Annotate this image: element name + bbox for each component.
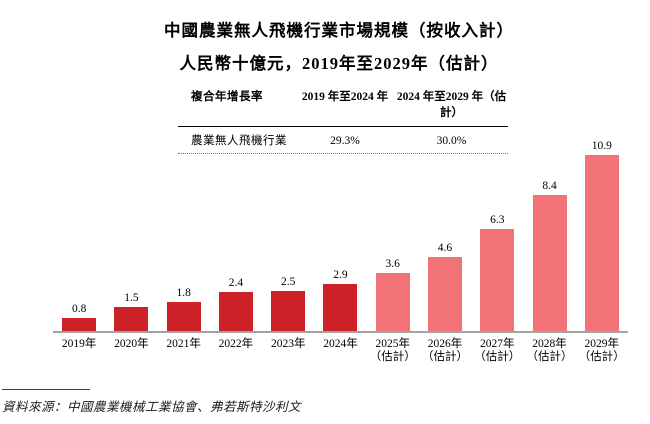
chart-title: 中國農業無人飛機行業市場規模（按收入計）	[164, 21, 514, 40]
x-axis-label: 2023年	[262, 338, 314, 364]
cagr-value-period-2: 30.0%	[436, 135, 467, 147]
bar	[62, 318, 97, 331]
cagr-table-header-row: 複合年增長率 2019 年至2024 年 2024 年至2029 年（估計）	[178, 88, 508, 127]
x-axis-label: 2025年 （估計）	[367, 338, 419, 364]
bar	[114, 307, 149, 331]
bar-value-label: 10.9	[591, 140, 612, 152]
cagr-table: 複合年增長率 2019 年至2024 年 2024 年至2029 年（估計） 農…	[178, 88, 508, 154]
x-axis-label-year: 2029年	[584, 338, 620, 350]
bar-value-label: 2.5	[281, 276, 296, 288]
cagr-row-label: 農業無人飛機行業	[191, 135, 287, 147]
bar	[427, 257, 462, 331]
bar	[480, 229, 515, 331]
x-axis-labels: 2019年 2020年 2021年 2022年 2023年 2024年 2025年 （估計） 2…	[53, 338, 628, 364]
bar-group-2027年: 6.3	[471, 214, 523, 331]
x-axis-label: 2026年 （估計）	[419, 338, 471, 364]
bar-value-label: 1.5	[124, 292, 139, 304]
x-axis-label-year: 2026年	[427, 338, 463, 350]
x-axis-label: 2021年	[158, 338, 210, 364]
x-axis-label: 2019年	[53, 338, 105, 364]
bar	[532, 195, 567, 331]
bar	[375, 273, 410, 331]
bar	[166, 302, 201, 331]
bar	[218, 292, 253, 331]
x-axis-label-year: 2023年	[270, 338, 306, 350]
x-axis-label-estimate-note: （估計）	[421, 351, 468, 363]
bar-group-2022年: 2.4	[210, 277, 262, 331]
source-divider	[2, 389, 90, 390]
bar-value-label: 2.9	[333, 269, 348, 281]
bar-value-label: 8.4	[542, 180, 557, 192]
x-axis-label-estimate-note: （估計）	[474, 351, 521, 363]
bar-group-2020年: 1.5	[105, 292, 157, 331]
x-axis-label-estimate-note: （估計）	[369, 351, 416, 363]
bar-group-2021年: 1.8	[158, 287, 210, 331]
x-axis-label-year: 2019年	[61, 338, 97, 350]
x-axis-label: 2029年 （估計）	[576, 338, 628, 364]
x-axis-label-year: 2021年	[166, 338, 201, 350]
x-axis-label-year: 2027年	[480, 338, 515, 350]
bar-value-label: 4.6	[437, 242, 453, 254]
x-axis-label-year: 2025年	[375, 338, 410, 350]
bar-group-2029年: 10.9	[576, 140, 628, 331]
bar-group-2023年: 2.5	[262, 276, 314, 331]
bar	[584, 155, 619, 331]
x-axis-label: 2024年	[314, 338, 366, 364]
bar-value-label: 2.4	[228, 277, 244, 289]
x-axis-label-year: 2028年	[532, 338, 567, 350]
bar-value-label: 1.8	[176, 287, 191, 299]
x-axis-label-year: 2024年	[323, 338, 358, 350]
x-axis-line	[53, 331, 628, 333]
cagr-header-period-2: 2024 年至2029 年（估計）	[396, 91, 507, 119]
bar	[323, 284, 358, 331]
cagr-value-period-1: 29.3%	[330, 135, 360, 147]
x-axis-label: 2028年 （估計）	[523, 338, 575, 364]
source-note: 資料來源：中國農業機械工業協會、弗若斯特沙利文	[2, 400, 302, 414]
cagr-table-data-row: 農業無人飛機行業 29.3% 30.0%	[178, 127, 508, 154]
x-axis-label: 2027年 （估計）	[471, 338, 523, 364]
bar-group-2026年: 4.6	[419, 242, 471, 331]
x-axis-label: 2020年	[105, 338, 157, 364]
cagr-header-metric: 複合年增長率	[191, 91, 263, 103]
bar-value-label: 6.3	[490, 214, 505, 226]
bar-group-2025年: 3.6	[367, 258, 419, 331]
bar-group-2019年: 0.8	[53, 303, 105, 331]
x-axis-label-estimate-note: （估計）	[526, 351, 573, 363]
bar-chart: 0.8 1.5 1.8 2.4 2.5 2.9 3.6 4.6 6.3 8.4 10.9	[53, 138, 628, 331]
bar-group-2028年: 8.4	[523, 180, 575, 331]
bar-group-2024年: 2.9	[314, 269, 366, 331]
x-axis-label-estimate-note: （估計）	[578, 351, 625, 363]
bar-value-label: 0.8	[71, 303, 87, 315]
bar-value-label: 3.6	[385, 258, 400, 270]
cagr-header-period-1: 2019 年至2024 年	[301, 91, 389, 103]
chart-subtitle: 人民幣十億元，2019年至2029年（估計）	[179, 54, 499, 73]
bar	[271, 291, 306, 331]
x-axis-label-year: 2020年	[114, 338, 149, 350]
x-axis-label-year: 2022年	[218, 338, 254, 350]
x-axis-label: 2022年	[210, 338, 262, 364]
